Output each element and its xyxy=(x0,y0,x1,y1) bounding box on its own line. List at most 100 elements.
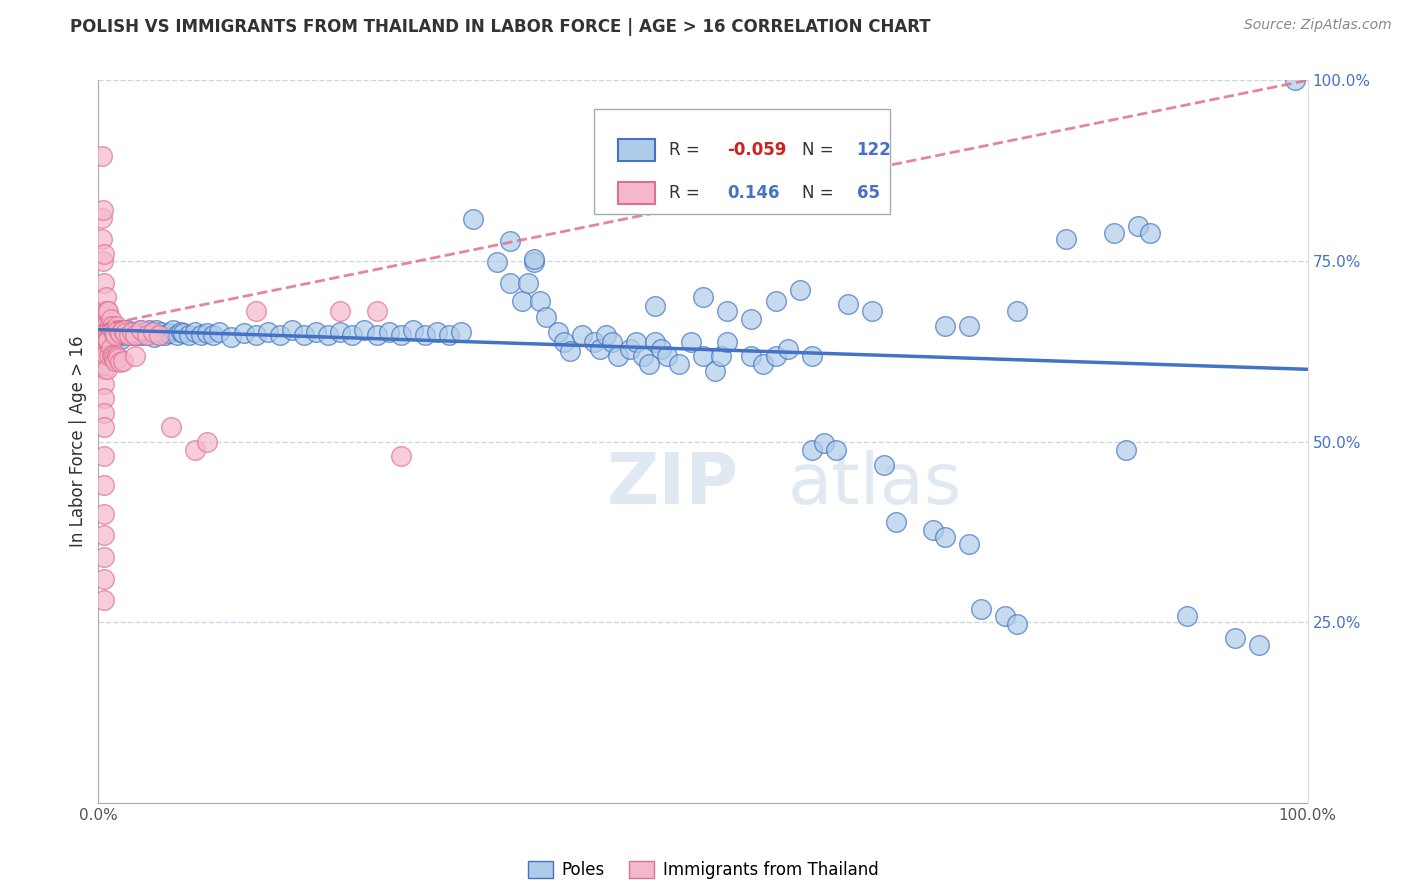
Point xyxy=(873,458,896,472)
Point xyxy=(114,327,136,342)
Point xyxy=(108,355,131,369)
Point xyxy=(100,322,122,336)
Point xyxy=(994,609,1017,624)
Point xyxy=(1054,232,1077,246)
Text: atlas: atlas xyxy=(787,450,962,519)
Point xyxy=(101,327,124,342)
Point xyxy=(93,348,115,362)
Point xyxy=(135,327,157,342)
Point xyxy=(121,327,143,342)
Point xyxy=(413,327,436,342)
Point xyxy=(90,326,112,340)
Point xyxy=(595,327,617,342)
Point xyxy=(91,203,114,218)
Point xyxy=(498,234,520,248)
Point xyxy=(377,325,399,339)
Point xyxy=(105,349,128,363)
Point xyxy=(886,516,908,530)
Point xyxy=(91,337,114,351)
Point xyxy=(93,334,115,348)
Point xyxy=(105,330,128,344)
Point xyxy=(94,318,117,333)
Point xyxy=(93,304,115,318)
Text: ZIP: ZIP xyxy=(606,450,738,519)
Text: -0.059: -0.059 xyxy=(727,141,786,159)
Point xyxy=(162,322,184,336)
Point xyxy=(970,602,993,616)
Point xyxy=(281,322,304,336)
Point xyxy=(135,327,157,342)
Point xyxy=(740,349,762,363)
Point xyxy=(100,311,122,326)
Point xyxy=(776,342,799,356)
Point xyxy=(644,299,666,313)
Point xyxy=(90,344,112,359)
Point xyxy=(195,326,218,340)
Text: POLISH VS IMMIGRANTS FROM THAILAND IN LABOR FORCE | AGE > 16 CORRELATION CHART: POLISH VS IMMIGRANTS FROM THAILAND IN LA… xyxy=(70,18,931,36)
Point xyxy=(195,434,218,449)
Point xyxy=(100,332,122,346)
Point xyxy=(166,327,188,342)
Point xyxy=(108,326,131,340)
Point xyxy=(93,572,115,586)
Legend: Poles, Immigrants from Thailand: Poles, Immigrants from Thailand xyxy=(522,855,884,886)
Point xyxy=(91,149,114,163)
Point xyxy=(1128,219,1150,234)
Point xyxy=(103,326,125,340)
Point xyxy=(108,322,131,336)
Point xyxy=(510,293,533,308)
Point xyxy=(1115,443,1137,458)
Point xyxy=(96,304,118,318)
Point xyxy=(93,318,115,333)
Point xyxy=(1175,609,1198,624)
Point xyxy=(124,349,146,363)
Point xyxy=(90,341,112,355)
Point xyxy=(103,332,125,346)
Point xyxy=(558,344,581,359)
Point xyxy=(437,327,460,342)
Point xyxy=(108,327,131,342)
Point xyxy=(245,304,267,318)
Point xyxy=(637,357,659,371)
Point xyxy=(93,246,115,260)
Point xyxy=(208,325,231,339)
Point xyxy=(91,318,114,333)
Point xyxy=(93,593,115,607)
Point xyxy=(366,327,388,342)
Point xyxy=(860,304,883,318)
Point xyxy=(98,318,121,333)
Point xyxy=(150,325,173,339)
Point xyxy=(91,232,114,246)
Point xyxy=(93,528,115,542)
Point xyxy=(93,406,115,420)
Point xyxy=(131,327,153,342)
Point xyxy=(100,348,122,362)
Point xyxy=(765,349,787,363)
Point xyxy=(305,325,328,339)
Point xyxy=(124,325,146,339)
Point xyxy=(117,322,139,336)
Point xyxy=(91,326,114,340)
Point xyxy=(94,330,117,344)
Point xyxy=(97,334,120,348)
Point xyxy=(190,327,212,342)
Point xyxy=(650,342,672,356)
Point xyxy=(90,348,112,362)
Point xyxy=(138,322,160,336)
Point xyxy=(111,322,134,336)
Point xyxy=(710,349,733,363)
Point xyxy=(1223,631,1246,645)
Point xyxy=(91,344,114,359)
Text: 65: 65 xyxy=(856,184,880,202)
Point xyxy=(93,362,115,376)
Text: R =: R = xyxy=(669,184,700,202)
Point xyxy=(104,326,127,340)
Point xyxy=(94,290,117,304)
Point xyxy=(583,334,606,349)
Point xyxy=(934,530,956,544)
Point xyxy=(516,276,538,290)
Point xyxy=(1102,227,1125,241)
FancyBboxPatch shape xyxy=(595,109,890,214)
Point xyxy=(160,420,183,434)
Point xyxy=(619,342,641,356)
